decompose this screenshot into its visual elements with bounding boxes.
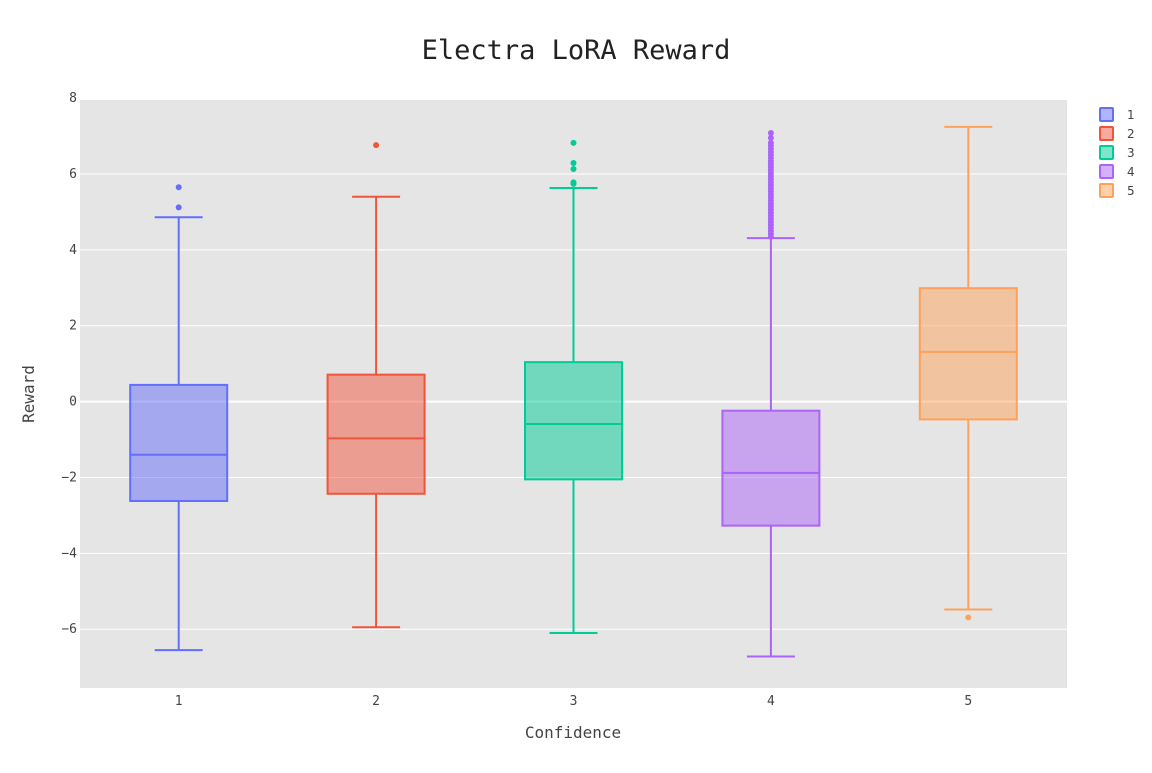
x-tick-label: 4 bbox=[767, 694, 775, 709]
outlier-point bbox=[175, 204, 182, 211]
y-tick-label: −2 bbox=[61, 470, 77, 485]
legend-swatch bbox=[1099, 145, 1114, 160]
x-axis-ticks: 1 2 3 4 5 bbox=[175, 694, 972, 709]
box-group bbox=[129, 184, 229, 652]
legend-label: 3 bbox=[1127, 146, 1135, 160]
chart-title: Electra LoRA Reward bbox=[422, 35, 731, 66]
outlier-point bbox=[175, 184, 182, 191]
legend: 1 2 3 4 5 bbox=[1099, 107, 1135, 198]
legend-label: 1 bbox=[1127, 108, 1135, 122]
legend-label: 2 bbox=[1127, 127, 1135, 141]
y-tick-label: −6 bbox=[61, 622, 77, 637]
legend-swatch bbox=[1099, 107, 1114, 122]
box-iqr bbox=[129, 383, 229, 502]
box-iqr bbox=[721, 409, 821, 527]
box-group bbox=[918, 125, 1018, 621]
y-tick-label: 4 bbox=[69, 243, 77, 258]
y-tick-label: 0 bbox=[69, 395, 77, 410]
box-iqr bbox=[524, 361, 623, 481]
x-tick-label: 5 bbox=[964, 694, 972, 709]
box-group bbox=[326, 142, 426, 629]
outlier-point bbox=[570, 139, 577, 146]
outlier-point bbox=[373, 142, 380, 149]
outlier-point bbox=[570, 179, 577, 186]
legend-swatch bbox=[1099, 126, 1114, 141]
x-tick-label: 1 bbox=[175, 694, 183, 709]
y-axis-label: Reward bbox=[19, 365, 38, 423]
x-tick-label: 3 bbox=[570, 694, 578, 709]
boxes bbox=[129, 125, 1018, 658]
legend-swatch bbox=[1099, 164, 1114, 179]
legend-item: 2 bbox=[1099, 126, 1135, 141]
outlier-point bbox=[767, 130, 774, 137]
legend-item: 1 bbox=[1099, 107, 1135, 122]
legend-item: 5 bbox=[1099, 183, 1135, 198]
y-tick-label: 2 bbox=[69, 319, 77, 334]
x-tick-label: 2 bbox=[372, 694, 380, 709]
outlier-point bbox=[767, 134, 774, 141]
legend-item: 4 bbox=[1099, 164, 1135, 179]
outlier-point bbox=[570, 166, 577, 173]
y-tick-label: 6 bbox=[69, 167, 77, 182]
x-axis-label: Confidence bbox=[525, 723, 621, 742]
box-iqr bbox=[326, 373, 426, 495]
legend-label: 4 bbox=[1127, 165, 1135, 179]
y-tick-label: −4 bbox=[61, 546, 77, 561]
box-group bbox=[721, 130, 821, 658]
legend-swatch bbox=[1099, 183, 1114, 198]
legend-item: 3 bbox=[1099, 145, 1135, 160]
y-axis-ticks: 8 6 4 2 0 −2 −4 −6 bbox=[61, 91, 77, 637]
legend-label: 5 bbox=[1127, 184, 1135, 198]
outlier-point bbox=[767, 139, 774, 146]
outlier-point bbox=[570, 159, 577, 166]
box-iqr bbox=[918, 287, 1018, 421]
y-tick-label: 8 bbox=[69, 91, 77, 106]
outlier-point bbox=[965, 614, 972, 621]
box-group bbox=[524, 139, 623, 634]
